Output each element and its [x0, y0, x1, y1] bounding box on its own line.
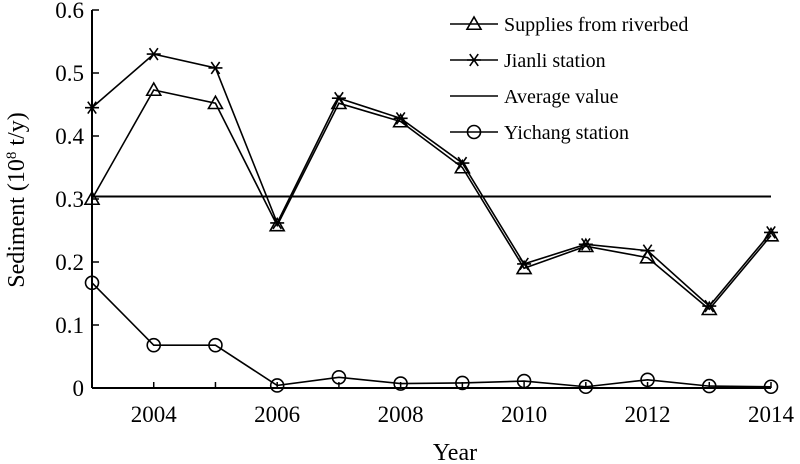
data-point-jianli-station-strokes [393, 111, 408, 125]
data-point-jianli-station-strokes [578, 237, 593, 251]
x-tick-label: 2008 [378, 402, 424, 427]
x-axis-title: Year [433, 440, 477, 464]
series-yichang-station [84, 275, 779, 395]
series-line-jianli-station [91, 53, 772, 308]
data-point-jianli-station-strokes [702, 299, 717, 313]
data-point-supplies-from-riverbed [207, 94, 224, 110]
x-tick-label: 2012 [625, 402, 671, 427]
data-point-yichang-station [763, 379, 779, 395]
data-point-jianli-station [702, 299, 717, 313]
legend-label: Supplies from riverbed [504, 14, 688, 36]
data-point-jianli-station [208, 61, 223, 75]
y-tick-label: 0.6 [55, 0, 84, 23]
data-point-yichang-station [640, 372, 655, 388]
data-point-jianli-station [85, 101, 99, 115]
data-point-jianli-station-strokes [517, 257, 532, 271]
data-point-yichang-station [578, 379, 594, 395]
data-point-jianli-station-strokes [270, 216, 285, 230]
series-supplies-from-riverbed [83, 81, 780, 316]
data-point-supplies-from-riverbed [700, 300, 718, 316]
data-point-supplies-from-riverbed [453, 158, 471, 174]
legend-item-supplies-from-riverbed: Supplies from riverbed [450, 14, 688, 36]
data-point-jianli-station [331, 91, 346, 105]
data-point-jianli-station [393, 111, 408, 125]
data-point-jianli-station-strokes [146, 47, 161, 61]
series-line-supplies-from-riverbed [91, 89, 772, 311]
data-point-yichang-station [208, 337, 223, 353]
data-point-jianli-station [455, 156, 470, 170]
x-tick-label: 2004 [131, 402, 178, 427]
series-jianli-station [85, 47, 778, 313]
data-point-yichang-station [84, 275, 100, 291]
data-point-jianli-station-strokes [85, 101, 99, 115]
data-point-yichang-station [146, 337, 162, 353]
legend-swatch-marker-strokes [467, 53, 481, 67]
data-point-jianli-station-strokes [455, 156, 470, 170]
data-point-jianli-station-strokes [764, 225, 778, 239]
y-tick-label: 0.5 [55, 61, 84, 86]
data-point-jianli-station [640, 244, 655, 258]
data-point-yichang-station [516, 373, 532, 389]
y-tick-label: 0.1 [55, 313, 84, 338]
data-point-supplies-from-riverbed [762, 226, 780, 242]
x-tick-label: 2006 [254, 402, 300, 427]
data-point-jianli-station-strokes [208, 61, 223, 75]
data-point-yichang-station [269, 378, 285, 393]
legend-item-yichang-station: Yichang station [450, 122, 629, 144]
data-point-supplies-from-riverbed [268, 216, 286, 232]
data-point-yichang-station [701, 378, 717, 394]
data-point-yichang-station [393, 376, 408, 391]
data-point-supplies-from-riverbed [515, 259, 533, 275]
legend-swatch-marker [465, 15, 483, 31]
data-point-yichang-station [455, 375, 470, 391]
y-tick-label: 0.2 [55, 250, 84, 275]
data-point-jianli-station [764, 225, 778, 239]
data-point-jianli-station [517, 257, 532, 271]
plot-area [83, 47, 780, 395]
y-tick-label: 0.3 [55, 187, 84, 212]
legend-swatch-marker [466, 124, 482, 140]
legend-label: Jianli station [504, 50, 606, 72]
data-point-jianli-station [146, 47, 161, 61]
data-point-jianli-station-strokes [331, 91, 346, 105]
legend: Supplies from riverbed Jianli station Aver… [450, 14, 688, 144]
y-tick-label: 0 [73, 376, 85, 401]
axes: 0 0.1 0.2 0.3 0.4 0.5 0.6 2004 2006 2008 2010 2012 2… [55, 0, 794, 427]
legend-label: Average value [504, 86, 619, 108]
data-point-jianli-station [578, 237, 593, 251]
data-point-jianli-station [270, 216, 285, 230]
legend-item-average-value: Average value [450, 86, 619, 108]
x-tick-label: 2010 [501, 402, 547, 427]
y-tick-label: 0.4 [55, 124, 84, 149]
data-point-yichang-station [331, 369, 347, 385]
legend-item-jianli-station: Jianli station [450, 50, 606, 72]
legend-swatch-marker [467, 53, 481, 67]
legend-label: Yichang station [504, 122, 629, 144]
series-line-yichang-station [91, 282, 772, 388]
data-point-supplies-from-riverbed [145, 81, 163, 97]
data-point-jianli-station-strokes [640, 244, 655, 258]
x-tick-label: 2014 [748, 402, 795, 427]
data-point-supplies-from-riverbed [83, 190, 101, 206]
y-axis-title: Sediment (108 t/y) [4, 112, 30, 287]
